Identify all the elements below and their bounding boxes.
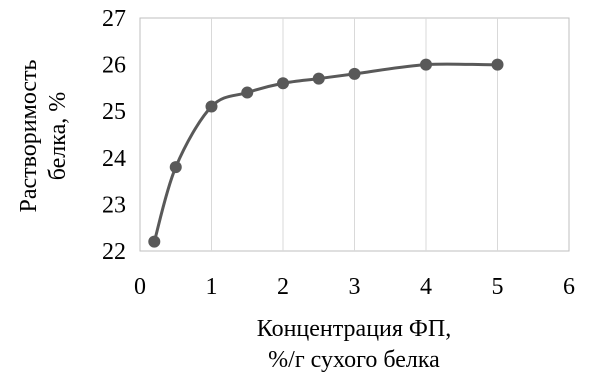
grid-lines (211, 18, 498, 251)
y-tick-label-1: 23 (102, 192, 126, 218)
data-point-1 (169, 161, 182, 174)
x-tick-label-2: 2 (277, 274, 289, 300)
data-point-2 (205, 100, 218, 113)
x-tick-labels: 0 1 2 3 4 5 6 (134, 274, 575, 300)
y-tick-label-3: 25 (102, 99, 126, 125)
x-tick-label-3: 3 (349, 274, 361, 300)
x-axis-title-line-2: %/г сухого белка (268, 347, 440, 373)
x-tick-label-5: 5 (492, 274, 504, 300)
x-tick-label-1: 1 (206, 274, 218, 300)
x-tick-label-0: 0 (134, 274, 146, 300)
y-tick-label-4: 26 (102, 53, 126, 79)
trend-line-group (152, 62, 501, 243)
data-points (148, 58, 504, 248)
data-point-4 (277, 77, 289, 90)
data-point-0 (148, 235, 161, 248)
x-tick-label-6: 6 (563, 274, 575, 300)
x-tick-label-4: 4 (420, 274, 432, 300)
y-tick-label-5: 27 (102, 6, 126, 32)
data-point-6 (348, 67, 361, 80)
trend-line (152, 62, 501, 243)
y-tick-label-0: 22 (102, 239, 126, 265)
y-axis-title-line-2: белка, % (45, 92, 71, 180)
y-tick-labels: 22 23 24 25 26 27 (102, 6, 126, 265)
data-point-5 (312, 72, 325, 85)
y-axis-title-line-1: Растворимость (16, 59, 42, 212)
data-point-8 (491, 58, 504, 71)
y-tick-label-2: 24 (102, 146, 126, 172)
x-axis-title-line-1: Концентрация ФП, (257, 316, 451, 342)
data-point-3 (241, 86, 254, 99)
data-point-7 (420, 58, 432, 71)
